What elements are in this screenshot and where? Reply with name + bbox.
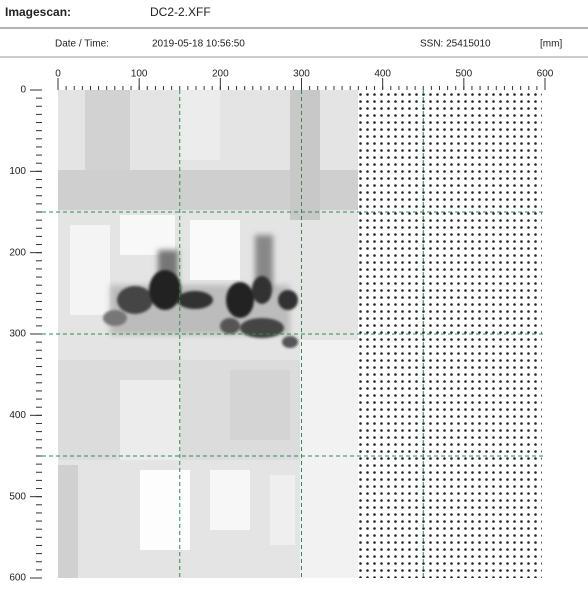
y-tick-label: 100 <box>9 166 26 177</box>
x-tick-label: 500 <box>455 69 472 80</box>
x-tick-label: 0 <box>55 69 61 80</box>
y-tick-label: 400 <box>9 410 26 421</box>
ssn: SSN: 25415010 <box>420 39 491 50</box>
date: 2019-05-18 10:56:50 <box>152 39 245 50</box>
x-tick-label: 200 <box>212 69 229 80</box>
title: Imagescan: <box>5 5 71 19</box>
x-tick-label: 100 <box>131 69 148 80</box>
y-tick-label: 600 <box>9 573 26 584</box>
y-tick-label: 300 <box>9 329 26 340</box>
y-tick-label: 200 <box>9 247 26 258</box>
x-tick-label: 400 <box>374 69 391 80</box>
date-label: Date / Time: <box>55 39 109 50</box>
x-tick-label: 600 <box>537 69 554 80</box>
unit: [mm] <box>540 39 562 50</box>
file-name: DC2-2.XFF <box>150 5 211 19</box>
x-tick-label: 300 <box>293 69 310 80</box>
report: Imagescan: DC2-2.XFF Date / Time: 2019-0… <box>0 0 588 603</box>
y-tick-label: 0 <box>20 85 26 96</box>
y-tick-label: 500 <box>9 491 26 502</box>
